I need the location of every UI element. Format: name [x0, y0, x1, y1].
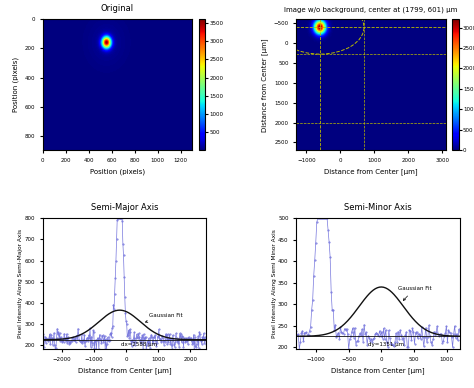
X-axis label: Distance from Center [μm]: Distance from Center [μm]	[78, 367, 171, 374]
Title: Semi-Minor Axis: Semi-Minor Axis	[344, 203, 412, 212]
Y-axis label: Position (pixels): Position (pixels)	[12, 57, 19, 113]
Y-axis label: Pixel Intensity Along Semi Minor Axis: Pixel Intensity Along Semi Minor Axis	[272, 229, 277, 338]
Y-axis label: Distance from Center [μm]: Distance from Center [μm]	[261, 38, 268, 132]
Text: dx=2588 μm: dx=2588 μm	[121, 341, 157, 346]
X-axis label: Distance from Center [μm]: Distance from Center [μm]	[324, 168, 418, 175]
Text: dy=1351 μm: dy=1351 μm	[368, 342, 404, 347]
X-axis label: Distance from Center [μm]: Distance from Center [μm]	[331, 367, 425, 374]
X-axis label: Position (pixels): Position (pixels)	[90, 168, 145, 175]
Title: Semi-Major Axis: Semi-Major Axis	[91, 203, 158, 212]
Y-axis label: Pixel Intensity Along Semi-Major Axis: Pixel Intensity Along Semi-Major Axis	[18, 229, 23, 338]
Title: Original: Original	[101, 4, 134, 13]
Text: Gaussian Fit: Gaussian Fit	[146, 313, 182, 322]
Title: Image w/o background, center at (1799, 601) μm: Image w/o background, center at (1799, 6…	[284, 6, 457, 12]
Text: Gaussian Fit: Gaussian Fit	[398, 286, 431, 300]
